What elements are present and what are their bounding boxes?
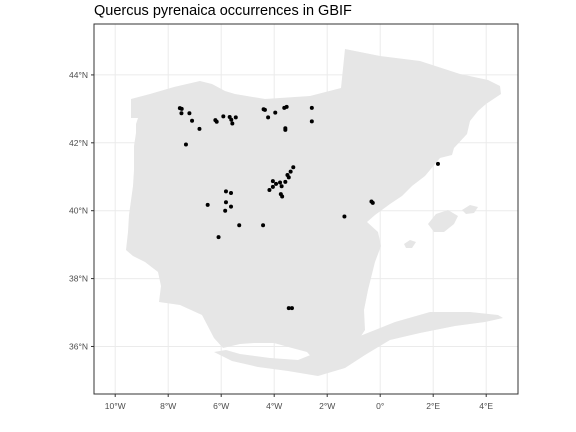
y-tick-label: 42°N: [69, 138, 88, 148]
occurrence-point: [223, 208, 228, 213]
occurrence-point: [370, 200, 375, 205]
y-tick-label: 36°N: [69, 341, 88, 351]
occurrence-point: [230, 121, 235, 126]
occurrence-point: [179, 111, 184, 116]
x-tick-label: 0°: [376, 401, 384, 411]
x-tick-label: 8°W: [160, 401, 176, 411]
occurrence-point: [223, 189, 228, 194]
ibiza-island: [404, 240, 416, 248]
occurrence-point: [286, 306, 291, 311]
occurrence-points: [177, 104, 440, 311]
x-tick-label: 6°W: [213, 401, 229, 411]
occurrence-point: [229, 117, 234, 122]
occurrence-point: [280, 194, 285, 199]
mallorca-island: [428, 210, 458, 232]
y-tick-label: 38°N: [69, 274, 88, 284]
x-tick-label: 10°W: [105, 401, 126, 411]
menorca-island: [462, 205, 478, 214]
occurrence-point: [214, 119, 219, 124]
occurrence-point: [278, 180, 283, 185]
occurrence-point: [286, 175, 291, 180]
occurrence-point: [309, 119, 314, 124]
occurrence-point: [266, 115, 271, 120]
occurrence-point: [279, 184, 284, 189]
occurrence-point: [179, 106, 184, 111]
occurrence-point: [289, 306, 294, 311]
x-tick-label: 2°E: [426, 401, 440, 411]
occurrence-point: [221, 114, 226, 119]
y-tick-label: 40°N: [69, 206, 88, 216]
x-tick-label: 4°E: [479, 401, 493, 411]
occurrence-point: [291, 165, 296, 170]
occurrence-point: [237, 223, 242, 228]
occurrence-point: [187, 111, 192, 116]
occurrence-point: [223, 200, 228, 205]
axis-ticks: 10°W 8°W 6°W 4°W 2°W 0° 2°E 4°E 36°N 38°N 40°N 42°N…: [69, 70, 493, 411]
occurrence-point: [205, 202, 210, 207]
occurrence-point: [342, 214, 347, 219]
occurrence-point: [270, 184, 275, 189]
iberia-land: [126, 49, 501, 361]
y-tick-label: 44°N: [69, 70, 88, 80]
occurrence-point: [262, 107, 267, 112]
occurrence-point: [233, 115, 238, 120]
occurrence-point: [229, 204, 234, 209]
x-tick-label: 4°W: [266, 401, 282, 411]
occurrence-point: [183, 142, 188, 147]
occurrence-point: [435, 161, 440, 166]
occurrence-point: [283, 127, 288, 132]
morocco-coast: [214, 312, 503, 376]
occurrence-point: [229, 191, 234, 196]
occurrence-point: [273, 110, 278, 115]
occurrence-point: [216, 235, 221, 240]
occurrence-point: [283, 179, 288, 184]
occurrence-point: [274, 181, 279, 186]
occurrence-point: [309, 105, 314, 110]
occurrence-point: [197, 126, 202, 131]
x-tick-label: 2°W: [319, 401, 335, 411]
occurrence-point: [284, 104, 289, 109]
occurrence-point: [261, 223, 266, 228]
chart-title: Quercus pyrenaica occurrences in GBIF: [94, 3, 352, 19]
occurrence-point: [190, 118, 195, 123]
occurrence-point: [288, 169, 293, 174]
occurrence-point: [267, 187, 272, 192]
occurrence-point: [270, 179, 275, 184]
panel-border: [93, 23, 519, 395]
